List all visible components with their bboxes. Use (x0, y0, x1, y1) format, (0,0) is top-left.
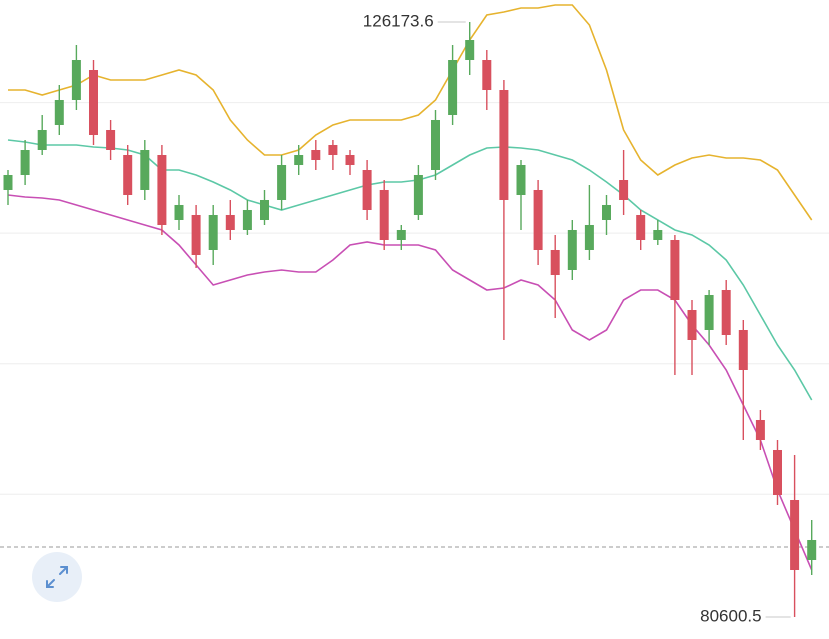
candle-body (567, 229, 577, 271)
candle-body (140, 149, 150, 190)
candle-body (225, 214, 235, 230)
candle-body (773, 449, 782, 496)
candle-body (328, 144, 338, 156)
candle-body (465, 39, 475, 61)
candle-body (550, 249, 560, 276)
candle-body (157, 155, 167, 225)
candle-body (396, 229, 406, 240)
candle-body (71, 60, 81, 100)
candle-body (277, 165, 287, 200)
candle-body (636, 214, 646, 240)
candle-body (174, 204, 184, 220)
candle-body (431, 119, 440, 171)
candle-body (311, 149, 321, 161)
candle-body (191, 214, 201, 255)
candle-body (602, 204, 611, 220)
candle-body (208, 214, 218, 250)
min-label: 80600.5 (700, 607, 761, 626)
candle-body (20, 149, 30, 176)
candle-body (619, 180, 629, 200)
candle-body (499, 90, 509, 200)
band-line (8, 4, 813, 221)
expand-icon (46, 566, 68, 588)
candle-body (448, 60, 458, 115)
expand-button-bg[interactable] (32, 552, 82, 602)
candle-body (704, 295, 714, 330)
grid (0, 102, 829, 548)
candle-body (790, 500, 800, 570)
bands (7, 4, 813, 571)
candle-body (755, 419, 765, 440)
band-line (7, 194, 813, 571)
candle-body (721, 290, 731, 335)
candle-body (242, 209, 252, 230)
candle-body (123, 155, 133, 195)
candle-body (3, 175, 13, 190)
candle-body (294, 155, 304, 166)
candle-body (533, 189, 543, 250)
candle-body (362, 170, 372, 210)
candle-body (345, 155, 355, 166)
candle-body (807, 539, 817, 560)
candle-body (653, 229, 663, 240)
candle-body (379, 189, 389, 240)
candle-body (54, 99, 64, 125)
candle-body (670, 239, 680, 301)
candle-body (260, 199, 269, 220)
candle-body (106, 129, 116, 150)
candle-body (584, 224, 594, 250)
candle-body (482, 60, 492, 91)
candles (3, 21, 817, 618)
expand-button[interactable] (32, 552, 82, 602)
candle-body (37, 129, 47, 150)
candle-body (687, 310, 697, 340)
candle-body (738, 329, 748, 370)
max-label: 126173.6 (363, 11, 434, 30)
candle-body (413, 175, 423, 215)
annotations: 126173.6 80600.5 (363, 11, 791, 626)
candle-body (516, 165, 526, 195)
candle-body (89, 70, 98, 135)
